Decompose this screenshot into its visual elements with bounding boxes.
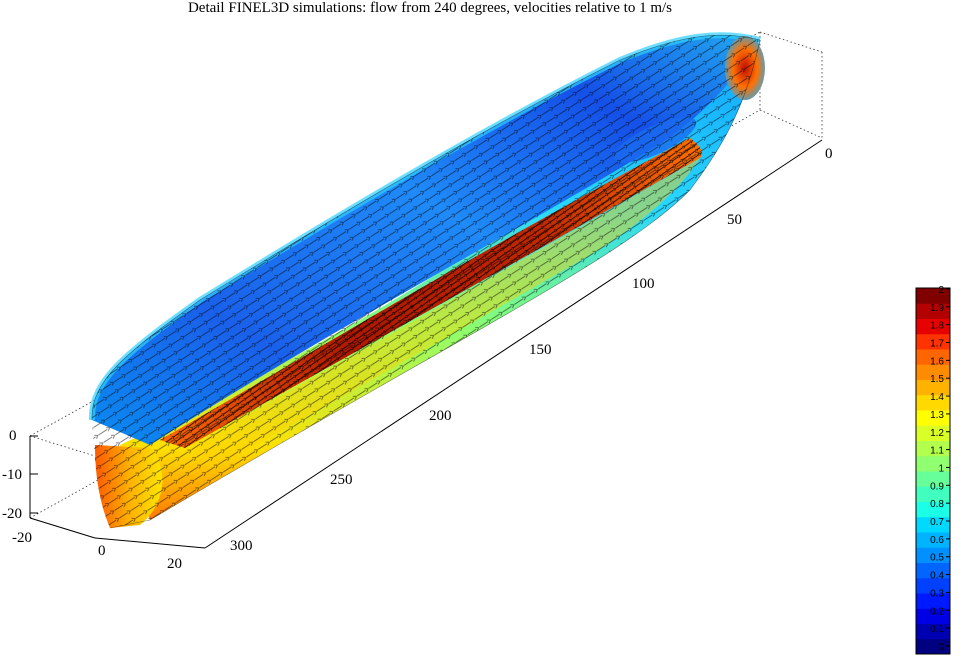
colorbar-segment [916, 333, 950, 350]
colorbar-segment [916, 440, 950, 457]
colorbar-tick-label: 0.2 [930, 606, 944, 617]
y-tick-label: 250 [330, 472, 353, 488]
colorbar-segment [916, 623, 950, 640]
colorbar-tick-label: 1.1 [930, 446, 944, 457]
z-tick-label: -20 [2, 506, 22, 522]
z-tick-label: 0 [9, 428, 17, 444]
z-tick-label: -10 [2, 467, 22, 483]
colorbar-tick-label: 1.7 [930, 338, 944, 349]
colorbar-segment [916, 593, 950, 609]
colorbar-segment [916, 410, 950, 426]
x-tick-label: -20 [12, 530, 32, 546]
colorbar-segment [916, 471, 950, 487]
colorbar-segment [916, 379, 950, 396]
colorbar-segment [916, 638, 950, 655]
colorbar-segment [916, 303, 950, 319]
colorbar-segment [916, 486, 950, 502]
colorbar-segment [916, 394, 950, 411]
velocity-arrows [91, 35, 760, 529]
y-tick-label: 200 [429, 408, 452, 424]
x-tick-label: 20 [167, 556, 182, 572]
colorbar-segment [916, 318, 950, 335]
axes [29, 139, 823, 549]
colorbar-tick-label: 1.9 [930, 303, 944, 314]
colorbar-segment [916, 288, 950, 304]
colorbar-tick-label: 1.5 [930, 374, 944, 385]
colorbar-segment [916, 532, 950, 548]
hull-outline [91, 34, 761, 529]
colorbar-segment [916, 562, 950, 579]
colorbar-segment [916, 364, 950, 380]
colorbar-segment [916, 455, 950, 472]
colorbar-segment [916, 349, 950, 365]
colorbar-segment [916, 501, 950, 518]
colorbar-tick-label: 2 [938, 285, 944, 296]
colorbar-tick-label: 0.9 [930, 481, 944, 492]
colorbar-tick-label: 0.4 [930, 571, 944, 582]
y-tick-label: 100 [632, 276, 655, 292]
colorbar-tick-label: 0 [938, 642, 944, 653]
colorbar-tick-label: 0.6 [930, 535, 944, 546]
colorbar-tick-label: 0.5 [930, 553, 944, 564]
y-axis-ticks: 0 50 100 150 200 250 300 [230, 146, 833, 554]
y-tick-label: 150 [529, 342, 552, 358]
colorbar-frame [915, 287, 951, 655]
colorbar-segment [916, 425, 950, 441]
colorbar-tick-label: 1.4 [930, 392, 944, 403]
colorbar-tick-label: 1.3 [930, 410, 944, 421]
colorbar-segment [916, 608, 950, 624]
colorbar-segment [916, 547, 950, 563]
colorbar-segment [916, 516, 950, 533]
z-axis-ticks: 0 -10 -20 [2, 428, 38, 522]
colorbar-tick-label: 0.8 [930, 499, 944, 510]
x-axis-ticks: -20 0 20 [12, 530, 182, 572]
chart-title: Detail FINEL3D simulations: flow from 24… [187, 0, 673, 16]
colorbar: 0 0.1 0.2 0.3 0.4 0.5 0.6 0.7 0.8 0.9 1 1.1 1.2 1.3 1.… [915, 285, 951, 655]
y-tick-label: 300 [230, 538, 253, 554]
colorbar-tick-label: 1.2 [930, 428, 944, 439]
colorbar-tick-label: 1.8 [930, 321, 944, 332]
x-tick-label: 0 [98, 543, 106, 559]
colorbar-tick-label: 0.3 [930, 588, 944, 599]
colorbar-tick-label: 1.6 [930, 356, 944, 367]
colorbar-tick-label: 1 [938, 463, 944, 474]
colorbar-segment [916, 577, 950, 594]
colorbar-tick-label: 0.1 [930, 624, 944, 635]
colorbar-tick-label: 0.7 [930, 517, 944, 528]
y-tick-label: 0 [825, 146, 833, 162]
y-tick-label: 50 [727, 212, 742, 228]
